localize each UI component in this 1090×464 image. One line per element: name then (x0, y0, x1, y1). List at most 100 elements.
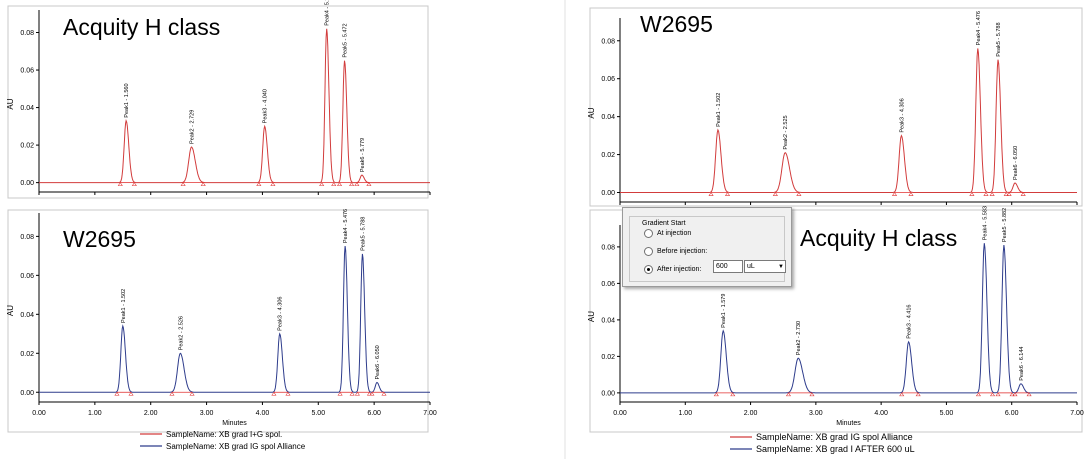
before-injection-option[interactable]: Before injection: (644, 247, 707, 256)
top-left-y-tick-label: 0.02 (20, 143, 34, 150)
bottom-left-peak-marker (369, 391, 375, 396)
bottom-right-x-tick-label: 2.00 (744, 410, 758, 417)
top-right-panel-title: W2695 (640, 11, 713, 37)
top-left-peak-label: Peak1 - 1.560 (124, 83, 130, 117)
bottom-left-peak-label: Peak1 - 1.502 (121, 289, 127, 323)
top-right-y-tick-label: 0.04 (601, 114, 615, 121)
top-right-peak-label: Peak3 - 4.306 (899, 98, 905, 132)
bottom-left-peak-marker (381, 391, 387, 396)
bottom-left-peak-marker (169, 391, 175, 396)
bottom-right-peak-marker (730, 392, 736, 397)
bottom-left-x-tick-label: 4.00 (256, 410, 270, 417)
bottom-left-x-tick-label: 3.00 (200, 410, 214, 417)
top-left-peak-label: Peak2 - 2.729 (189, 110, 195, 144)
bottom-right-y-tick-label: 0.02 (601, 354, 615, 361)
bottom-left-y-tick-label: 0.06 (20, 273, 34, 280)
top-left-panel-title: Acquity H class (63, 14, 220, 40)
bottom-right-peak-marker (1026, 392, 1032, 397)
right-legend-label: SampleName: XB grad IG spol Alliance (756, 432, 913, 442)
bottom-left-peak-marker (337, 391, 343, 396)
bottom-right-x-tick-label: 5.00 (940, 410, 954, 417)
bottom-right-y-tick-label: 0.06 (601, 281, 615, 288)
top-right-peak-marker (1003, 191, 1009, 196)
at-injection-label: At injection (657, 230, 692, 237)
after-injection-radio[interactable] (644, 265, 653, 274)
top-right-series-line (620, 48, 1077, 193)
chevron-down-icon[interactable]: ▼ (778, 264, 784, 270)
top-left-peak-marker (336, 182, 343, 186)
top-left-peak-marker (366, 182, 372, 186)
top-left-series-line (39, 28, 430, 184)
bottom-right-x-tick-label: 3.00 (809, 410, 823, 417)
at-injection-radio[interactable] (644, 229, 653, 238)
top-left-peak-marker (117, 182, 123, 186)
bottom-right-y-tick-label: 0.04 (601, 317, 615, 324)
top-left-peak-label: Peak5 - 5.472 (343, 23, 349, 57)
bottom-left-peak-marker (354, 391, 360, 396)
bottom-right-y-tick-label: 0.00 (601, 390, 615, 397)
bottom-left-peak-label: Peak4 - 5.476 (343, 209, 349, 243)
gradient-start-dialog: Gradient Start At injection Before injec… (622, 207, 792, 287)
top-right-y-tick-label: 0.06 (601, 76, 615, 83)
top-left-y-axis-label: AU (6, 98, 15, 109)
before-injection-label: Before injection: (657, 248, 708, 255)
top-right-peak-marker (796, 191, 802, 196)
bottom-right-peak-marker (899, 392, 905, 397)
bottom-right-peak-marker (809, 392, 815, 397)
top-right-frame (589, 7, 1083, 207)
top-right-peak-marker (1006, 191, 1012, 196)
top-left-peak-label: Peak3 - 4.040 (263, 89, 269, 123)
top-right-y-axis-label: AU (587, 107, 596, 118)
bottom-left-peak-marker (366, 391, 373, 396)
at-injection-option[interactable]: At injection (644, 229, 691, 238)
bottom-left-peak-label: Peak3 - 4.306 (278, 297, 284, 331)
top-left-peak-marker (319, 182, 325, 186)
top-right-peak-marker (983, 191, 989, 196)
top-left-peak-marker (256, 182, 262, 186)
bottom-left-y-tick-label: 0.02 (20, 351, 34, 358)
top-right-y-tick-label: 0.00 (601, 190, 615, 197)
top-right-peak-label: Peak1 - 1.502 (716, 93, 722, 127)
after-injection-option[interactable]: After injection: (644, 265, 701, 274)
top-right-y-tick-label: 0.08 (601, 38, 615, 45)
bottom-right-x-tick-label: 1.00 (678, 410, 692, 417)
bottom-left-peak-marker (114, 391, 120, 396)
bottom-right-peak-marker (995, 392, 1001, 397)
volume-unit-select[interactable]: uL ▼ (744, 260, 786, 273)
bottom-right-peak-label: Peak3 - 4.416 (907, 305, 913, 339)
bottom-right-y-axis-label: AU (587, 311, 596, 322)
bottom-right-peak-marker (1012, 392, 1018, 397)
bottom-left-peak-marker (189, 391, 195, 396)
top-right-peak-label: Peak2 - 2.525 (783, 115, 789, 149)
after-injection-label: After injection: (657, 266, 702, 273)
bottom-left-x-tick-label: 6.00 (367, 410, 381, 417)
top-left-peak-label: Peak6 - 5.779 (360, 138, 366, 172)
bottom-right-series-line (620, 243, 1077, 394)
top-left-y-tick-label: 0.08 (20, 30, 34, 37)
bottom-right-peak-label: Peak4 - 5.583 (982, 206, 988, 240)
bottom-right-x-tick-label: 0.00 (613, 410, 627, 417)
top-left-peak-marker (200, 182, 206, 186)
bottom-right-frame (589, 209, 1083, 433)
bottom-left-x-tick-label: 5.00 (311, 410, 325, 417)
bottom-left-y-tick-label: 0.08 (20, 234, 34, 241)
injection-volume-input[interactable]: 600 (713, 260, 743, 273)
top-left-peak-label: Peak4 - 5.151 (325, 0, 331, 26)
bottom-right-y-tick-label: 0.08 (601, 244, 615, 251)
before-injection-radio[interactable] (644, 247, 653, 256)
bottom-right-panel-title: Acquity H class (800, 225, 957, 251)
top-left-y-tick-label: 0.06 (20, 68, 34, 75)
bottom-left-x-tick-label: 2.00 (144, 410, 158, 417)
bottom-left-peak-label: Peak2 - 2.526 (178, 316, 184, 350)
top-left-peak-marker (354, 182, 360, 186)
top-right-peak-label: Peak4 - 5.476 (976, 11, 982, 45)
top-left-peak-marker (131, 182, 137, 186)
bottom-left-x-tick-label: 7.00 (423, 410, 437, 417)
bottom-right-x-tick-label: 7.00 (1070, 410, 1084, 417)
bottom-right-x-axis-label: Minutes (836, 420, 861, 427)
bottom-left-panel-title: W2695 (63, 226, 136, 252)
gradient-start-group: Gradient Start At injection Before injec… (629, 216, 786, 282)
bottom-right-peak-marker (975, 392, 981, 397)
volume-unit-value: uL (747, 263, 755, 270)
